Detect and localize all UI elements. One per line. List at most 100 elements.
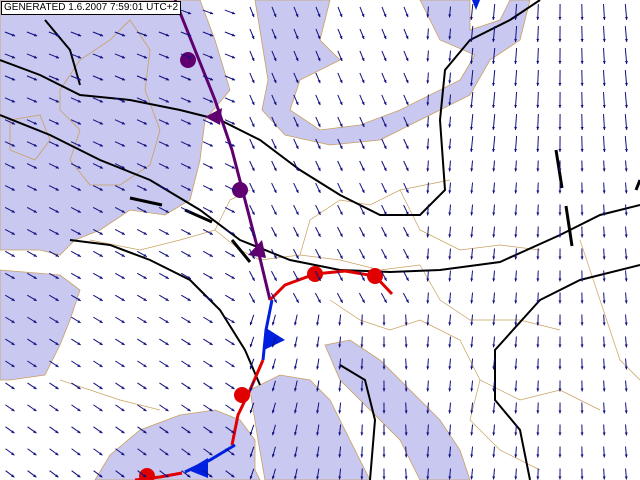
- wind-arrow-head: [55, 187, 59, 191]
- wind-arrow-head: [209, 408, 213, 412]
- wind-arrow-head: [339, 79, 343, 84]
- isobar: [494, 264, 640, 480]
- wind-arrow-head: [121, 187, 125, 191]
- wind-arrow-head: [187, 452, 191, 456]
- wind-arrow-head: [77, 209, 81, 213]
- wind-arrow-head: [602, 16, 606, 20]
- wind-arrow-head: [121, 209, 125, 213]
- wind-arrow-head: [558, 366, 562, 370]
- wind-arrow-head: [448, 102, 452, 106]
- wind-arrow-head: [165, 99, 170, 103]
- wind-arrow-head: [143, 320, 147, 323]
- wind-arrow-head: [514, 82, 518, 86]
- wind-arrow-head: [426, 14, 430, 18]
- wind-arrow-head: [536, 16, 540, 20]
- wind-arrow-head: [55, 320, 59, 323]
- wind-arrow-head: [448, 388, 452, 392]
- wind-arrow-head: [249, 431, 253, 436]
- wind-arrow-head: [492, 168, 496, 172]
- wind-arrow-head: [249, 343, 253, 348]
- wind-arrow-head: [624, 16, 628, 20]
- front-triangle: [472, 0, 480, 10]
- wind-arrow-head: [536, 256, 540, 260]
- wind-arrow-head: [624, 344, 628, 348]
- wind-arrow-head: [536, 322, 540, 326]
- wind-arrow-head: [209, 320, 213, 323]
- wind-arrow-head: [99, 231, 103, 235]
- wind-arrow-head: [558, 278, 562, 282]
- wind-arrow-head: [33, 320, 37, 323]
- wind-arrow-head: [536, 168, 540, 172]
- wind-arrow-head: [187, 77, 192, 81]
- isobar: [0, 0, 541, 216]
- wind-arrow-head: [33, 297, 37, 301]
- wind-arrow-head: [448, 58, 452, 62]
- wind-arrow-head: [316, 476, 320, 480]
- wind-arrow-head: [295, 35, 299, 40]
- wind-arrow-head: [558, 126, 562, 130]
- wind-arrow-head: [404, 454, 408, 458]
- wind-arrow-head: [624, 126, 628, 130]
- wind-arrow-head: [121, 474, 125, 478]
- wind-arrow-head: [121, 55, 126, 59]
- wind-arrow-head: [187, 55, 192, 59]
- wind-arrow-head: [187, 209, 191, 213]
- wind-arrow-head: [580, 410, 584, 414]
- wind-arrow-head: [99, 297, 103, 301]
- wind-arrow-head: [338, 322, 342, 326]
- wind-arrow-head: [251, 189, 255, 193]
- wind-arrow-head: [317, 145, 321, 149]
- wind-arrow-head: [77, 143, 81, 147]
- wind-arrow-head: [77, 231, 81, 235]
- wind-arrow-head: [99, 452, 103, 456]
- isobar: [0, 114, 640, 274]
- wind-arrow-head: [426, 36, 430, 40]
- wind-arrow-head: [231, 430, 235, 434]
- wind-arrow-head: [55, 33, 60, 37]
- wind-arrow-head: [492, 278, 496, 282]
- wind-arrow-head: [209, 209, 213, 213]
- wind-arrow-head: [492, 16, 496, 20]
- wind-arrow-head: [121, 99, 126, 103]
- wind-arrow-head: [361, 167, 365, 171]
- wind-arrow-head: [470, 300, 474, 304]
- wind-arrow-head: [602, 410, 606, 414]
- wind-arrow-head: [11, 143, 15, 147]
- wind-arrow-head: [361, 79, 365, 84]
- wind-arrow-head: [580, 234, 584, 238]
- front-semicircle: [232, 182, 248, 198]
- wind-arrow-head: [99, 275, 103, 279]
- wind-arrow-head: [187, 430, 191, 434]
- wind-arrow-head: [338, 388, 342, 392]
- wind-arrow-head: [187, 33, 192, 37]
- wind-arrow-head: [492, 126, 496, 130]
- wind-arrow-head: [187, 474, 191, 478]
- wind-arrow-head: [209, 55, 214, 59]
- wind-arrow-head: [121, 430, 125, 434]
- wind-arrow-head: [514, 388, 518, 392]
- wind-arrow-head: [492, 38, 496, 42]
- wind-arrow-head: [209, 165, 213, 169]
- wind-arrow-head: [121, 165, 125, 169]
- wind-arrow-head: [295, 101, 299, 106]
- wind-arrow-head: [602, 366, 606, 370]
- wind-arrow-head: [55, 121, 60, 125]
- wind-arrow-head: [536, 148, 540, 152]
- wind-arrow-head: [492, 104, 496, 108]
- wind-arrow-head: [558, 388, 562, 392]
- wind-arrow-head: [580, 388, 584, 392]
- wind-arrow-head: [514, 104, 518, 108]
- wind-arrow-head: [249, 387, 253, 392]
- wind-arrow-head: [231, 297, 235, 301]
- wind-arrow-head: [55, 297, 59, 301]
- wind-arrow-head: [316, 366, 320, 370]
- wind-arrow-head: [470, 256, 474, 260]
- wind-arrow-head: [383, 57, 387, 62]
- wind-arrow-head: [470, 126, 473, 130]
- wind-arrow-head: [448, 322, 452, 326]
- wind-arrow-head: [448, 212, 452, 216]
- front-semicircle: [307, 266, 323, 282]
- wind-arrow-head: [99, 430, 103, 434]
- wind-arrow-head: [55, 386, 59, 390]
